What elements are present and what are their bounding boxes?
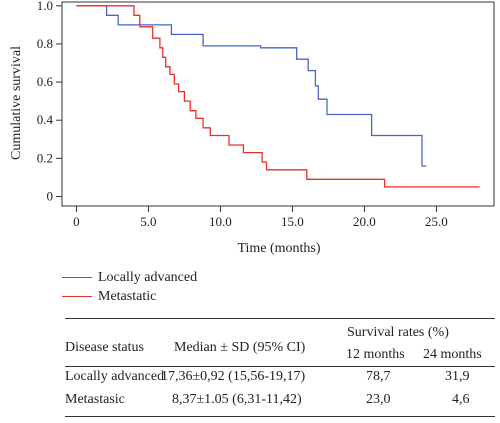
y-tick-label: 0.8: [37, 36, 53, 51]
y-axis-title: Cumulative survival: [9, 46, 24, 160]
header-median: Median ± SD (95% CI): [174, 340, 306, 355]
row-1-24m: 31,9: [445, 369, 470, 384]
survival-curves: [76, 5, 480, 188]
x-axis-title: Time (months): [237, 241, 320, 256]
x-tick-label: 10.0: [209, 214, 232, 229]
y-tick-label: 0.4: [37, 112, 54, 127]
y-tick-label: 0: [47, 188, 54, 203]
header-survival-rates: Survival rates (%): [347, 325, 449, 340]
curve-locally-advanced: [76, 5, 427, 167]
header-12-months: 12 months: [346, 347, 405, 362]
legend-swatch-metastatic: [62, 296, 92, 297]
legend-item-metastatic: Metastatic: [62, 287, 197, 306]
row-2-median: 8,37±1.05 (6,31-11,42): [172, 392, 302, 407]
legend: Locally advanced Metastatic: [62, 268, 197, 306]
y-tick-label: 0.2: [37, 150, 53, 165]
y-tick-label: 1.0: [37, 0, 53, 13]
row-2-12m: 23,0: [366, 392, 391, 407]
legend-label-locally-advanced: Locally advanced: [98, 269, 198, 285]
x-tick-label: 0: [73, 214, 80, 229]
row-1-status: Locally advanced: [65, 369, 165, 384]
km-chart: 0 0.2 0.4 0.6 0.8 1.0 0 5.0 10.0 15.0 20.0 25.0 Cum…: [9, 0, 495, 256]
row-2-24m: 4,6: [452, 392, 470, 407]
survival-table: Survival rates (%) Disease status Median…: [65, 318, 495, 418]
header-disease-status: Disease status: [65, 340, 144, 355]
x-tick-label: 5.0: [140, 214, 156, 229]
row-1-median: 17,36±0,92 (15,56-19,17): [161, 369, 306, 384]
legend-label-metastatic: Metastatic: [98, 288, 157, 304]
table-top-rule: [65, 318, 495, 319]
table-bottom-rule: [65, 416, 495, 417]
legend-swatch-locally-advanced: [62, 277, 92, 278]
plot-frame: [61, 1, 495, 207]
curve-metastatic: [76, 5, 480, 188]
row-2-status: Metastasic: [65, 392, 125, 407]
row-1-12m: 78,7: [366, 369, 391, 384]
x-tick-label: 25.0: [425, 214, 448, 229]
table-header-rule: [65, 366, 495, 367]
x-tick-label: 15.0: [281, 214, 304, 229]
x-tick-label: 20.0: [353, 214, 376, 229]
axes: 0 0.2 0.4 0.6 0.8 1.0 0 5.0 10.0 15.0 20.0 25.0: [37, 0, 495, 229]
legend-item-locally-advanced: Locally advanced: [62, 268, 197, 287]
y-tick-label: 0.6: [37, 74, 54, 89]
header-24-months: 24 months: [423, 347, 482, 362]
